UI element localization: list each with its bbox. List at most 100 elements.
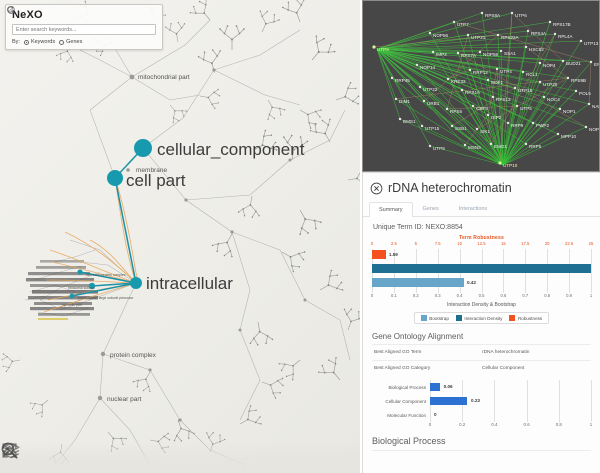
gene-node[interactable] [498,161,502,165]
gene-node[interactable] [542,95,546,99]
gene-node[interactable] [415,63,419,67]
gene-node[interactable] [431,50,435,54]
gene-node[interactable] [445,107,449,111]
gene-node[interactable] [480,11,484,15]
gene-node[interactable] [398,117,402,121]
gene-node[interactable] [495,67,499,71]
gene-node[interactable] [587,102,591,106]
gene-network-graph[interactable]: UTP9 RPS8A UTP6 UTP7 RPS17B NOP56 UTP21 RPS22A R… [363,1,600,172]
gene-node[interactable] [521,70,525,74]
ontology-network-canvas[interactable]: cellular_component cell part intracellul… [0,0,360,473]
canvas-toolbar[interactable] [0,441,360,473]
gene-node[interactable] [558,107,562,111]
node-cell-part[interactable] [107,170,123,186]
gene-node[interactable] [513,86,517,90]
help-icon[interactable]: ? [6,5,16,15]
go-axis-tick: 0.4 [491,422,498,427]
radio-genes[interactable]: Genes [59,39,82,45]
tab-interactions[interactable]: Interactions [458,206,488,212]
gene-network-nodes[interactable] [372,11,593,165]
gene-node[interactable] [553,32,557,36]
gene-node[interactable] [496,33,500,37]
detail-tabs[interactable]: Summary Genes Interactions [363,201,600,217]
search-input[interactable] [12,24,156,35]
node-intracellular[interactable] [130,277,142,289]
gene-node[interactable] [450,124,454,128]
gene-node[interactable] [420,124,424,128]
gene-node[interactable] [561,59,565,63]
ontology-graph[interactable]: cellular_component cell part intracellul… [0,0,360,473]
gene-label: POL5 [579,91,591,96]
gene-node[interactable] [491,95,495,99]
gene-node[interactable] [556,132,560,136]
search-panel[interactable]: NeXO ? By: [5,4,163,50]
gene-label: NOP56 [433,33,449,38]
gene-node[interactable] [463,143,467,147]
gene-node[interactable] [579,39,583,43]
gene-label: URB1 [427,101,440,106]
gene-node[interactable] [456,51,460,55]
gene-node[interactable] [486,113,490,117]
label-preribosome-large-subunit-precursor: preribosome, large subunit precursor [78,296,134,300]
node-sub-a[interactable] [88,282,96,290]
gene-interaction-network[interactable]: UTP9 RPS8A UTP6 UTP7 RPS17B NOP56 UTP21 RPS22A R… [362,0,600,172]
node-cellular-component[interactable] [134,139,152,157]
gene-node[interactable] [531,121,535,125]
gene-node[interactable] [466,33,470,37]
gene-node[interactable] [524,142,528,146]
gene-node[interactable] [515,104,519,108]
gene-node[interactable] [574,89,578,93]
search-mode-row[interactable]: By: Keywords Genes [12,39,156,45]
gene-node[interactable] [394,97,398,101]
kv-key-go-term: Best Aligned GO Term [374,350,422,355]
gene-node[interactable] [390,76,394,80]
radio-keywords-dot[interactable] [23,39,29,45]
gene-node[interactable] [526,29,530,33]
gene-node[interactable] [548,20,552,24]
tab-summary[interactable]: Summary [369,202,413,217]
search-row[interactable]: ? [7,6,156,35]
gene-node[interactable] [475,127,479,131]
gene-node[interactable] [566,76,570,80]
gene-node[interactable] [468,68,472,72]
gene-node[interactable] [524,45,528,49]
gene-node[interactable] [478,50,482,54]
close-circle-icon[interactable] [370,182,383,195]
gene-node[interactable] [428,144,432,148]
highlighted-node-group[interactable] [69,139,152,299]
gene-label: MSN5 [468,145,481,150]
gene-node[interactable] [510,11,514,15]
gene-node[interactable] [460,88,464,92]
gene-node[interactable] [538,80,542,84]
gene-node[interactable] [499,49,503,53]
gene-node[interactable] [418,85,422,89]
term-detail-panel[interactable]: rDNA heterochromatin Summary Genes Inter… [362,172,600,473]
go-gridline [526,408,528,422]
gene-node[interactable] [489,142,493,146]
chevron-down-icon[interactable] [6,5,12,15]
gene-node[interactable] [446,77,450,81]
tab-genes[interactable]: Genes [422,206,439,212]
radio-keywords[interactable]: Keywords [23,39,55,45]
layers-icon[interactable] [0,441,22,460]
gene-label: HSC82 [529,47,544,52]
legend-label-interaction-density: Interaction Density [464,315,503,321]
gene-node[interactable] [486,78,490,82]
node-sub-c[interactable] [69,293,75,299]
gene-node[interactable] [372,45,376,49]
term-robustness-chart: Term Robustness 0 2.5 5 7.5 10 12.5 15 17.5 20 22… [371,235,593,326]
gene-label: RRP45 [395,78,410,83]
label-intracellular: intracellular [146,274,233,293]
node-sub-b[interactable] [77,269,83,275]
gene-node[interactable] [506,121,510,125]
gene-node[interactable] [471,104,475,108]
gene-node[interactable] [584,125,588,129]
gene-node[interactable] [452,20,456,24]
gene-node[interactable] [422,99,426,103]
gene-label: RPS4A [531,31,547,36]
radio-genes-dot[interactable] [59,39,65,45]
gene-node[interactable] [589,60,593,64]
gene-node[interactable] [538,61,542,65]
label-cellular-component: cellular_component [157,140,305,159]
gene-node[interactable] [428,31,432,35]
